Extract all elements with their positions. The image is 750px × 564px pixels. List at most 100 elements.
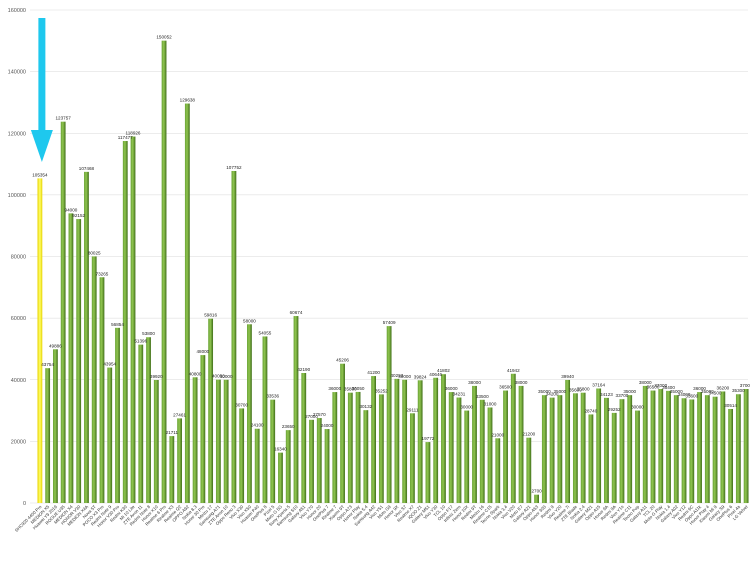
data-label: 35000 <box>623 389 636 394</box>
data-label: 59816 <box>204 313 217 318</box>
data-label: 37164 <box>592 382 605 387</box>
data-label: 92152 <box>72 213 85 218</box>
data-label: 34500 <box>709 391 722 396</box>
data-label: 21200 <box>522 432 535 437</box>
data-label: 19772 <box>422 436 435 441</box>
bar <box>200 355 206 503</box>
data-label: 35000 <box>553 389 566 394</box>
bar <box>743 388 749 503</box>
bar <box>425 442 431 503</box>
data-label: 27461 <box>173 412 186 417</box>
bar <box>681 398 687 503</box>
bar <box>223 379 229 503</box>
data-label: 33536 <box>266 394 279 399</box>
y-tick-label: 0 <box>23 501 26 507</box>
bar <box>208 318 214 503</box>
y-tick-label: 100000 <box>8 193 26 199</box>
data-label: 36000 <box>693 386 706 391</box>
data-label: 36000 <box>328 386 341 391</box>
data-label: 30514 <box>724 403 737 408</box>
bar <box>409 413 415 503</box>
bar <box>309 419 314 503</box>
data-label: 34123 <box>600 392 613 397</box>
bar <box>371 376 377 503</box>
y-tick-label: 140000 <box>8 70 26 76</box>
data-label: 118926 <box>126 131 141 136</box>
bar <box>580 392 586 503</box>
down-arrow-icon <box>30 18 53 162</box>
bar <box>720 391 726 503</box>
data-label: 30132 <box>359 404 372 409</box>
data-label: 40000 <box>220 374 233 379</box>
bar <box>91 256 97 503</box>
y-tick-label: 60000 <box>11 316 26 322</box>
data-label: 24100 <box>251 423 264 428</box>
bar <box>146 337 151 503</box>
data-label: 38000 <box>639 380 652 385</box>
data-label: 21000 <box>491 432 504 437</box>
bar <box>247 324 252 503</box>
data-label: 38000 <box>468 380 481 385</box>
data-label: 33600 <box>685 393 698 398</box>
bar <box>153 379 159 503</box>
y-tick-label: 120000 <box>8 131 26 137</box>
data-label: 34000 <box>678 392 691 397</box>
y-axis-ticks: 0 20000 40000 60000 80000 100000 120000 140000 1… <box>8 8 26 507</box>
data-label: 31000 <box>484 401 497 406</box>
bar <box>627 395 633 503</box>
bar <box>99 277 105 503</box>
data-label: 35800 <box>577 387 590 392</box>
bar <box>549 397 555 503</box>
bar <box>122 141 128 503</box>
data-label: 57409 <box>383 320 396 325</box>
data-label: 94000 <box>65 207 78 212</box>
bar <box>239 408 245 503</box>
bar <box>231 170 237 504</box>
bar <box>138 344 144 503</box>
bar <box>402 379 408 503</box>
bar <box>697 392 702 503</box>
data-label: 34200 <box>546 392 559 397</box>
bar <box>510 373 516 503</box>
data-label: 24000 <box>321 423 334 428</box>
bar <box>728 408 734 503</box>
data-label: 40000 <box>398 374 411 379</box>
bar <box>301 373 307 503</box>
data-label: 48000 <box>196 349 209 354</box>
data-label: 34231 <box>453 392 466 397</box>
bar <box>378 394 384 503</box>
bar <box>464 410 470 503</box>
data-label: 35000 <box>670 389 683 394</box>
data-label: 107468 <box>79 166 95 171</box>
data-label: 21711 <box>166 430 179 435</box>
bar <box>184 103 190 503</box>
bar <box>495 438 501 503</box>
data-label: 39920 <box>150 374 163 379</box>
data-label: 105354 <box>32 172 48 177</box>
bar <box>363 410 369 503</box>
data-label: 23650 <box>282 424 295 429</box>
bar <box>278 452 283 503</box>
bar <box>658 388 664 503</box>
data-label: 51396 <box>134 339 147 344</box>
data-label: 43754 <box>41 362 54 367</box>
bar <box>192 377 198 503</box>
bar <box>332 392 338 503</box>
bar <box>417 380 423 503</box>
bar <box>115 327 120 503</box>
bar <box>611 412 617 503</box>
bar <box>433 377 439 503</box>
bar <box>487 407 493 503</box>
arrow-shaft <box>38 18 46 132</box>
data-label: 2700 <box>531 489 542 494</box>
y-tick-label: 80000 <box>11 255 26 261</box>
bar <box>596 388 602 503</box>
data-label: 35000 <box>538 389 551 394</box>
data-label: 42190 <box>297 367 310 372</box>
data-label: 35800 <box>344 387 357 392</box>
bar <box>518 385 524 503</box>
bar <box>565 379 571 503</box>
bar <box>673 395 679 503</box>
